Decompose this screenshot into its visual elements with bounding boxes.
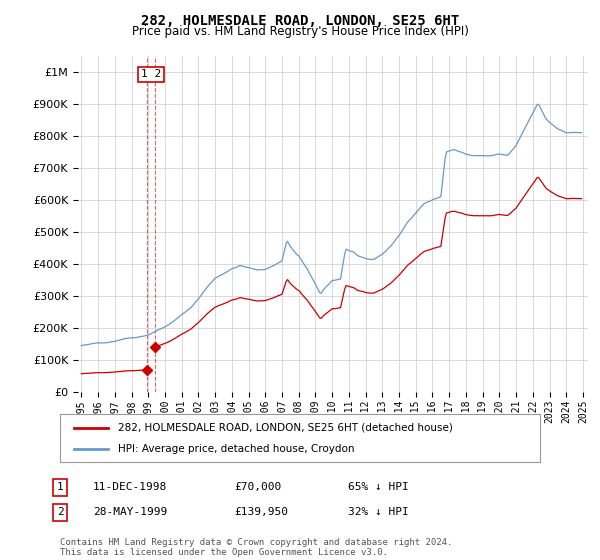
Text: Contains HM Land Registry data © Crown copyright and database right 2024.
This d: Contains HM Land Registry data © Crown c…	[60, 538, 452, 557]
Text: £70,000: £70,000	[234, 482, 281, 492]
Text: 2: 2	[56, 507, 64, 517]
Text: 1: 1	[56, 482, 64, 492]
Text: 65% ↓ HPI: 65% ↓ HPI	[348, 482, 409, 492]
Text: 1 2: 1 2	[141, 69, 161, 80]
Text: HPI: Average price, detached house, Croydon: HPI: Average price, detached house, Croy…	[118, 444, 354, 454]
Text: 282, HOLMESDALE ROAD, LONDON, SE25 6HT: 282, HOLMESDALE ROAD, LONDON, SE25 6HT	[141, 14, 459, 28]
Text: 32% ↓ HPI: 32% ↓ HPI	[348, 507, 409, 517]
Text: Price paid vs. HM Land Registry's House Price Index (HPI): Price paid vs. HM Land Registry's House …	[131, 25, 469, 38]
Text: 11-DEC-1998: 11-DEC-1998	[93, 482, 167, 492]
Text: 282, HOLMESDALE ROAD, LONDON, SE25 6HT (detached house): 282, HOLMESDALE ROAD, LONDON, SE25 6HT (…	[118, 423, 452, 433]
Text: £139,950: £139,950	[234, 507, 288, 517]
Text: 28-MAY-1999: 28-MAY-1999	[93, 507, 167, 517]
